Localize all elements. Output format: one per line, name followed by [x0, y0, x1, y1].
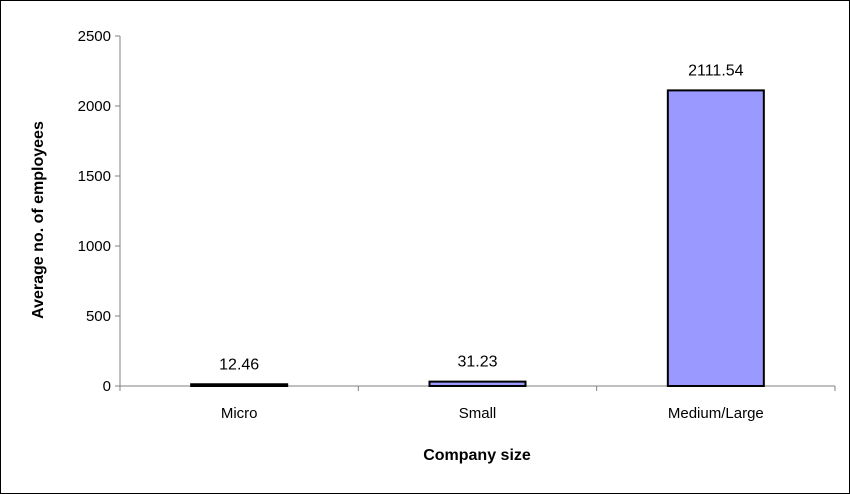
data-label: 2111.54	[688, 62, 744, 79]
y-axis-title: Average no. of employees	[30, 121, 47, 319]
y-tick-label: 1000	[78, 238, 111, 255]
y-tick-label: 0	[103, 378, 111, 395]
bar-micro	[190, 383, 289, 388]
x-axis-title: Company size	[423, 447, 531, 464]
x-tick-label: Medium/Large	[668, 405, 764, 422]
bar-medium-large	[666, 89, 765, 387]
y-tick-label: 1500	[78, 168, 111, 185]
y-tick-label: 2500	[78, 28, 111, 45]
bar-small	[428, 380, 527, 388]
x-tick-label: Micro	[221, 405, 258, 422]
y-tick-label: 2000	[78, 98, 111, 115]
data-label: 31.23	[457, 354, 497, 371]
data-label: 12.46	[219, 356, 259, 373]
y-tick-label: 500	[86, 308, 111, 325]
x-tick-label: Small	[459, 405, 497, 422]
